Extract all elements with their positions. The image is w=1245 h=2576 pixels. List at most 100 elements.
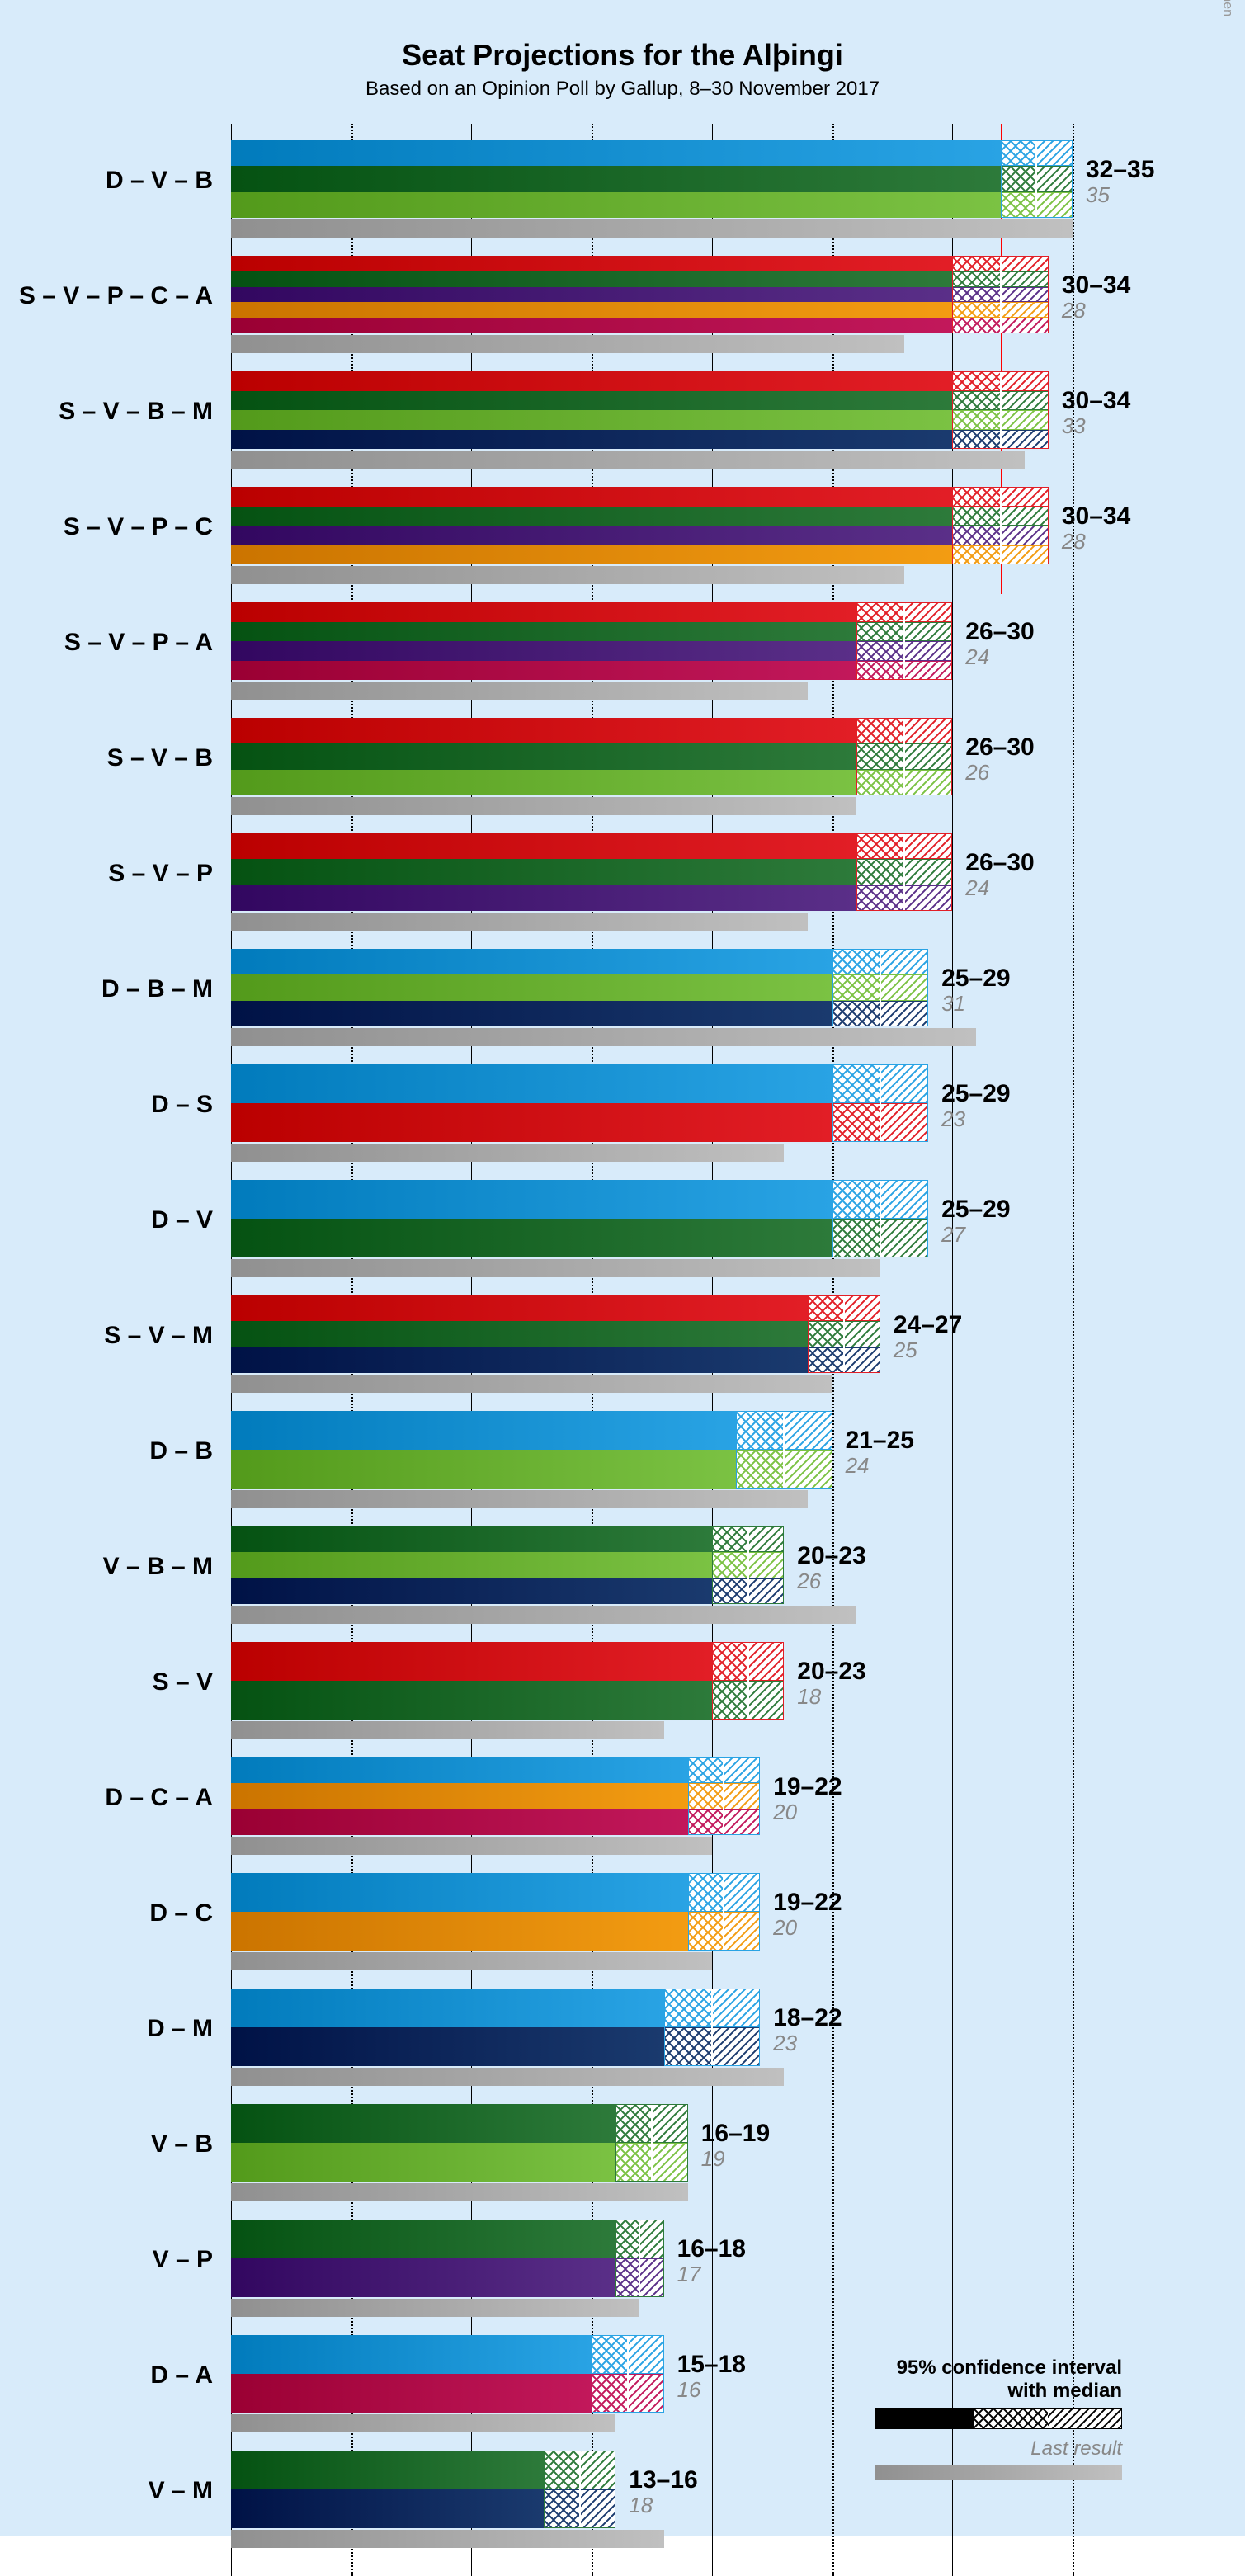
last-result-bar (231, 1259, 880, 1277)
bar-stripe-diag (1001, 487, 1049, 507)
value-range: 30–34 (1062, 271, 1130, 300)
bar-stripe-diag (844, 1347, 880, 1373)
median-divider (783, 1411, 785, 1489)
value-range: 32–35 (1086, 156, 1154, 184)
bar-stripe-solid (231, 2374, 592, 2413)
bar-stripe-crosshatch (808, 1321, 844, 1347)
bar-stripe-diag (1001, 526, 1049, 545)
bar-stripe-solid (231, 318, 952, 333)
value-last: 25 (894, 1338, 917, 1363)
median-divider (639, 2220, 640, 2297)
bar-stripe-solid (231, 1321, 808, 1347)
value-last: 26 (797, 1569, 821, 1594)
value-range: 25–29 (941, 1196, 1010, 1224)
bar-stripe-crosshatch (1001, 192, 1037, 218)
bar-stripe-crosshatch (808, 1347, 844, 1373)
bar-stripe-solid (231, 859, 856, 885)
bar-stripe-solid (231, 410, 952, 430)
bar-stripe-solid (231, 371, 952, 391)
bar-stripe-solid (231, 1642, 712, 1681)
last-result-bar (231, 1028, 976, 1046)
bar-stripe-diag (724, 1757, 760, 1783)
last-result-bar (231, 1721, 664, 1739)
median-divider (880, 1180, 881, 1257)
bar-stripe-crosshatch (712, 1552, 748, 1578)
bar-stripe-crosshatch (664, 2027, 712, 2066)
value-range: 13–16 (629, 2466, 697, 2494)
bar-stripe-crosshatch (615, 2258, 639, 2297)
bar-stripe-crosshatch (736, 1411, 784, 1450)
bar-stripe-solid (231, 507, 952, 526)
coalition-label: D – M (147, 2015, 213, 2043)
value-range: 26–30 (965, 618, 1034, 646)
bar-stripe-crosshatch (832, 949, 880, 974)
bar-stripe-diag (724, 1873, 760, 1912)
bar-stripe-diag (844, 1321, 880, 1347)
median-divider (747, 1642, 749, 1720)
bar-stripe-crosshatch (832, 1180, 880, 1219)
bar-stripe-solid (231, 1873, 688, 1912)
bar-stripe-diag (724, 1912, 760, 1951)
gridline-dotted (1073, 124, 1074, 2576)
bar-stripe-solid (231, 2220, 615, 2258)
last-result-bar (231, 1606, 856, 1624)
bar-stripe-crosshatch (832, 974, 880, 1000)
bar-stripe-solid (231, 545, 952, 565)
bar-stripe-crosshatch (615, 2220, 639, 2258)
last-result-bar (231, 2530, 664, 2548)
coalition-label: V – P (153, 2246, 213, 2274)
bar-stripe-solid (231, 1347, 808, 1373)
bar-stripe-crosshatch (592, 2374, 628, 2413)
value-range: 16–18 (677, 2235, 746, 2263)
bar-stripe-solid (231, 2143, 615, 2182)
bar-stripe-crosshatch (688, 1783, 724, 1809)
bar-stripe-crosshatch (712, 1681, 748, 1720)
bar-stripe-crosshatch (952, 430, 1000, 450)
bar-stripe-crosshatch (952, 410, 1000, 430)
bar-stripe-diag (580, 2489, 616, 2528)
bar-stripe-diag (748, 1642, 785, 1681)
value-last: 16 (677, 2377, 701, 2403)
bar-stripe-solid (231, 2027, 664, 2066)
bar-stripe-crosshatch (1001, 166, 1037, 191)
bar-stripe-solid (231, 1809, 688, 1835)
bar-stripe-diag (628, 2374, 664, 2413)
bar-stripe-diag (1001, 287, 1049, 303)
bar-stripe-solid (231, 1783, 688, 1809)
chart-title: Seat Projections for the Alþingi (402, 38, 843, 73)
bar-stripe-crosshatch (615, 2104, 652, 2143)
bar-stripe-crosshatch (688, 1757, 724, 1783)
value-last: 20 (773, 1915, 797, 1941)
coalition-label: S – V (153, 1668, 213, 1696)
bar-stripe-crosshatch (856, 622, 904, 642)
bar-stripe-solid (231, 602, 856, 622)
bar-stripe-diag (904, 833, 952, 859)
bar-stripe-diag (1001, 410, 1049, 430)
value-range: 30–34 (1062, 387, 1130, 415)
bar-stripe-crosshatch (856, 641, 904, 661)
value-last: 23 (773, 2031, 797, 2056)
bar-stripe-diag (1001, 271, 1049, 287)
bar-stripe-crosshatch (712, 1526, 748, 1552)
value-last: 17 (677, 2262, 701, 2287)
legend-median-label: with median (842, 2380, 1122, 2403)
last-result-bar (231, 1952, 712, 1970)
bar-stripe-solid (231, 2258, 615, 2297)
bar-stripe-crosshatch (952, 507, 1000, 526)
bar-stripe-crosshatch (544, 2451, 580, 2489)
last-result-bar (231, 797, 856, 815)
bar-stripe-diag (1001, 318, 1049, 333)
value-last: 24 (846, 1453, 870, 1479)
value-last: 27 (941, 1222, 965, 1248)
bar-stripe-solid (231, 2335, 592, 2374)
bar-stripe-solid (231, 661, 856, 681)
bar-stripe-solid (231, 2104, 615, 2143)
bar-stripe-solid (231, 2451, 544, 2489)
bar-stripe-diag (1001, 391, 1049, 411)
bar-stripe-solid (231, 192, 1001, 218)
value-range: 18–22 (773, 2004, 842, 2032)
value-range: 25–29 (941, 965, 1010, 993)
bar-stripe-solid (231, 1411, 736, 1450)
bar-stripe-crosshatch (856, 859, 904, 885)
bar-stripe-diag (652, 2143, 688, 2182)
